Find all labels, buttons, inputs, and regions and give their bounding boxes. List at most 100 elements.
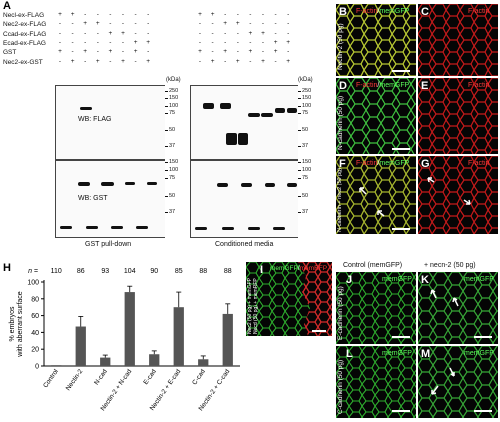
sign-cell: + [261, 57, 265, 65]
mw-tick [165, 170, 168, 171]
wb-flag-label-left: WB: FLAG [78, 116, 112, 123]
sign-cell: - [147, 48, 150, 56]
sign-cell: - [236, 11, 239, 18]
caption-sep: / [377, 82, 380, 89]
panel-k-caption: memGFP [464, 276, 494, 283]
y-tick-label: 80 [31, 296, 39, 303]
caption-green: memGFP [379, 160, 410, 167]
sign-cell: - [287, 20, 290, 28]
panel-i-label: I [260, 264, 264, 276]
cm-gst-blot [190, 160, 298, 238]
panel-e-caption: F-actin [468, 82, 490, 89]
bar [149, 354, 160, 366]
panel-b-label: B [339, 6, 347, 18]
n-count: 88 [199, 268, 207, 275]
mw-tick [165, 113, 168, 114]
sign-cell: - [121, 11, 125, 18]
category-label: N-cad [93, 368, 109, 387]
panel-f-side-label: N-cadherin + nec2 (50 pg) [337, 167, 343, 232]
aberrant-surface-bar-chart: 0 20 40 60 80 100% embryoswith aberrant surfa… [9, 268, 240, 412]
mw-tick [298, 106, 301, 107]
mw-label: 100 [302, 167, 312, 173]
caption-red: F-actin [356, 82, 378, 89]
y-tick-label: 40 [31, 330, 39, 337]
panel-h-label: H [3, 262, 11, 274]
y-tick-label: 20 [31, 347, 39, 354]
sign-cell: + [121, 57, 125, 65]
micrograph-e: E F-actin [418, 78, 498, 154]
sign-cell: - [274, 11, 277, 18]
n-count: 86 [77, 268, 85, 275]
sign-cell: + [198, 11, 202, 18]
panel-l-label: L [346, 348, 353, 360]
sign-cell: - [287, 48, 290, 56]
cell-mesh-j [336, 272, 416, 344]
mw-label: 100 [169, 167, 179, 173]
mw-tick [298, 130, 301, 131]
cell-mesh-d [336, 78, 416, 154]
scale-bar [392, 228, 410, 230]
scale-bar [392, 148, 410, 150]
blot-band [238, 133, 248, 145]
n-count: 85 [175, 268, 183, 275]
sign-cell: - [287, 29, 290, 37]
panel-f-label: F [339, 158, 346, 170]
panel-j-caption: memGFP [382, 276, 412, 283]
y-tick-label: 60 [31, 313, 39, 320]
sign-cell: - [261, 11, 265, 18]
sign-cell: - [198, 29, 202, 37]
column-header-control: Control (memGFP) [343, 262, 403, 269]
sign-cell: - [249, 57, 252, 65]
sign-cell: - [109, 38, 112, 46]
cell-mesh-l [336, 346, 416, 418]
panel-i-side-label-2: Necd (50 pg) + memRFP [253, 278, 259, 334]
cell-mesh-g [418, 156, 498, 234]
sign-cell: - [71, 29, 74, 37]
sign-cell: + [261, 29, 265, 37]
blot-band [125, 182, 135, 185]
row-label: Necl-ex-FLAG [3, 12, 45, 19]
mw-tick [165, 91, 168, 92]
sign-cell: + [146, 38, 151, 46]
sign-cell: - [71, 48, 74, 56]
panel-a-label: A [3, 0, 11, 12]
mw-tick [165, 178, 168, 179]
kda-label-left: (kDa) [166, 77, 181, 83]
scale-bar [392, 70, 410, 72]
sign-cell: - [147, 29, 150, 37]
panel-l-caption: memGFP [382, 350, 412, 357]
category-label: Control [42, 368, 60, 390]
sign-cell: - [58, 29, 62, 37]
sign-cell: + [83, 20, 88, 28]
n-count: 93 [101, 268, 109, 275]
mw-label: 50 [302, 193, 309, 199]
caption-red: F-actin [356, 8, 378, 15]
mw-label: 150 [302, 95, 312, 101]
micrograph-g: G F-actin [418, 156, 498, 234]
blot-band [226, 133, 237, 145]
bar [51, 365, 62, 366]
scale-bar [392, 410, 410, 412]
mw-label: 75 [302, 175, 309, 181]
blot-band [203, 103, 214, 109]
panel-m-caption: memGFP [464, 350, 494, 357]
panel-m-label: M [421, 348, 431, 360]
micrograph-d: D F-actin/memGFP N-cadherin (50 pg) [336, 78, 416, 154]
bar [198, 359, 209, 366]
panel-d-caption: F-actin/memGFP [356, 82, 409, 89]
cell-mesh-k [418, 272, 498, 344]
sign-cell: - [96, 11, 99, 18]
mw-tick [298, 170, 301, 171]
blot-band [111, 226, 123, 229]
mw-tick [298, 91, 301, 92]
sign-cell: - [71, 38, 74, 46]
n-count: 110 [51, 268, 62, 275]
row-label: GST [3, 49, 17, 57]
sign-cell: - [211, 29, 214, 37]
panel-k-label: K [421, 274, 429, 286]
blot-band [101, 182, 114, 186]
sign-cell: + [83, 48, 88, 56]
sign-cell: + [108, 29, 113, 37]
caption-green: memGFP [379, 8, 410, 15]
n-count: 90 [150, 268, 158, 275]
